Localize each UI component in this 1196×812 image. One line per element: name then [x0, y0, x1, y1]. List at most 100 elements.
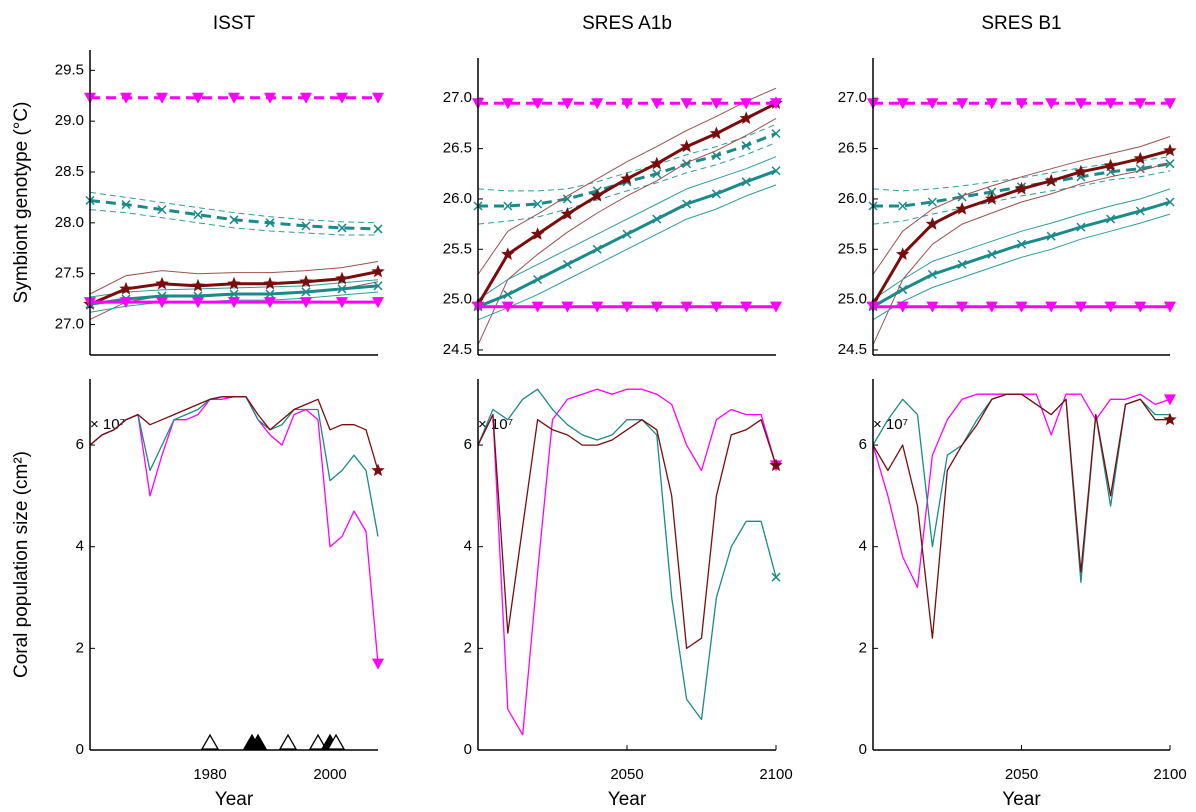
marker	[228, 92, 240, 104]
series-line	[477, 413, 777, 650]
series-line	[89, 199, 379, 231]
marker	[711, 151, 721, 161]
marker	[896, 247, 910, 260]
marker	[119, 281, 133, 295]
y-tick-label: 27.0	[55, 315, 84, 332]
marker	[1014, 181, 1029, 195]
marker	[985, 98, 998, 110]
marker	[263, 276, 277, 290]
marker	[590, 188, 604, 202]
marker	[620, 171, 634, 185]
series-line	[872, 393, 1170, 639]
marker	[191, 278, 205, 292]
marker	[503, 290, 513, 300]
marker	[621, 301, 633, 313]
marker	[650, 98, 663, 110]
y-tick-label: 25.0	[838, 291, 867, 308]
marker	[120, 92, 132, 104]
marker	[770, 98, 782, 110]
marker	[957, 192, 967, 202]
marker	[650, 156, 664, 170]
marker	[560, 207, 575, 220]
marker	[336, 297, 348, 309]
series-line	[477, 87, 777, 275]
marker	[301, 287, 311, 297]
marker	[156, 92, 168, 104]
marker	[1135, 206, 1145, 216]
y-tick-label: 25.5	[838, 240, 867, 257]
marker	[926, 301, 939, 313]
marker	[501, 301, 514, 313]
x-axis-label: Year	[608, 789, 647, 810]
marker	[987, 249, 997, 259]
y-tick-label: 26.0	[443, 190, 472, 207]
marker	[264, 297, 276, 309]
panel-title: SRES A1b	[582, 13, 672, 34]
marker	[955, 202, 969, 215]
marker	[652, 169, 662, 179]
marker	[898, 285, 908, 295]
series-line	[89, 261, 379, 295]
marker	[301, 221, 311, 231]
x-tick-label: 2100	[759, 766, 792, 783]
marker	[680, 98, 693, 110]
marker	[896, 301, 909, 313]
marker	[300, 297, 312, 309]
marker	[711, 189, 721, 199]
marker	[770, 301, 782, 313]
marker	[956, 98, 969, 110]
marker	[927, 197, 937, 207]
x-tick-label: 2050	[610, 766, 643, 783]
marker	[264, 92, 276, 104]
marker	[1134, 98, 1147, 110]
marker	[337, 223, 347, 233]
y-axis-label: Coral population size (cm²)	[11, 451, 32, 678]
x-axis-label: Year	[1002, 789, 1041, 810]
marker	[771, 166, 781, 176]
y-tick-label: 26.5	[838, 140, 867, 157]
marker	[926, 98, 939, 110]
series-line	[872, 188, 1171, 301]
marker	[956, 301, 969, 313]
marker	[229, 215, 239, 225]
marker	[156, 297, 168, 309]
marker	[533, 274, 543, 285]
marker	[337, 284, 347, 294]
marker	[299, 274, 313, 288]
marker	[771, 128, 781, 139]
marker	[1164, 98, 1176, 110]
marker	[769, 458, 783, 472]
marker	[265, 289, 275, 299]
y-tick-label: 25.5	[443, 240, 472, 257]
series-line	[89, 396, 379, 471]
marker	[1104, 301, 1117, 313]
marker	[771, 572, 781, 582]
marker	[228, 297, 240, 309]
marker	[229, 289, 239, 299]
marker	[898, 201, 908, 211]
marker	[957, 259, 967, 269]
marker	[300, 92, 312, 104]
marker	[373, 281, 383, 291]
y-tick-label: 6	[464, 436, 472, 453]
series-line	[872, 136, 1171, 275]
y-tick-label: 28.0	[55, 214, 84, 231]
marker	[157, 205, 167, 215]
marker	[530, 227, 545, 240]
x-tick-label: 2050	[1005, 766, 1038, 783]
marker	[501, 247, 515, 260]
marker	[1134, 301, 1147, 313]
series-line	[477, 184, 777, 321]
marker	[679, 139, 694, 153]
marker	[709, 126, 724, 140]
marker	[1046, 231, 1056, 241]
series-line	[477, 156, 777, 301]
marker	[562, 259, 572, 269]
y-tick-label: 29.0	[55, 112, 84, 129]
marker	[1045, 301, 1058, 313]
x-tick-label: 2100	[1153, 766, 1186, 783]
series-line	[872, 393, 1170, 583]
marker	[1074, 301, 1087, 313]
marker	[192, 297, 204, 309]
